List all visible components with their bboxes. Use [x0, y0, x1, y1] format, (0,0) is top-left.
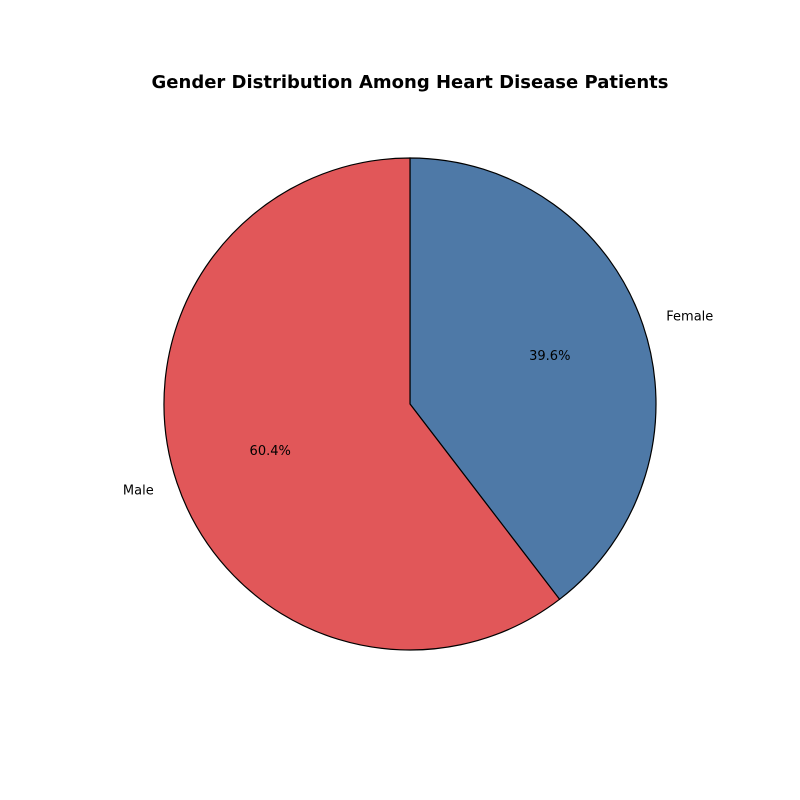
- pie-labels: Female 39.6% Male 60.4%: [123, 310, 713, 499]
- chart-title: Gender Distribution Among Heart Disease …: [152, 72, 669, 93]
- percent-label-male: 60.4%: [250, 444, 291, 459]
- pie-slices: [163, 157, 657, 651]
- percent-label-female: 39.6%: [529, 349, 570, 364]
- slice-label-female: Female: [666, 310, 713, 325]
- slice-label-male: Male: [123, 483, 154, 498]
- pie-slice-male: [163, 157, 561, 651]
- pie-slice-female: [409, 157, 657, 601]
